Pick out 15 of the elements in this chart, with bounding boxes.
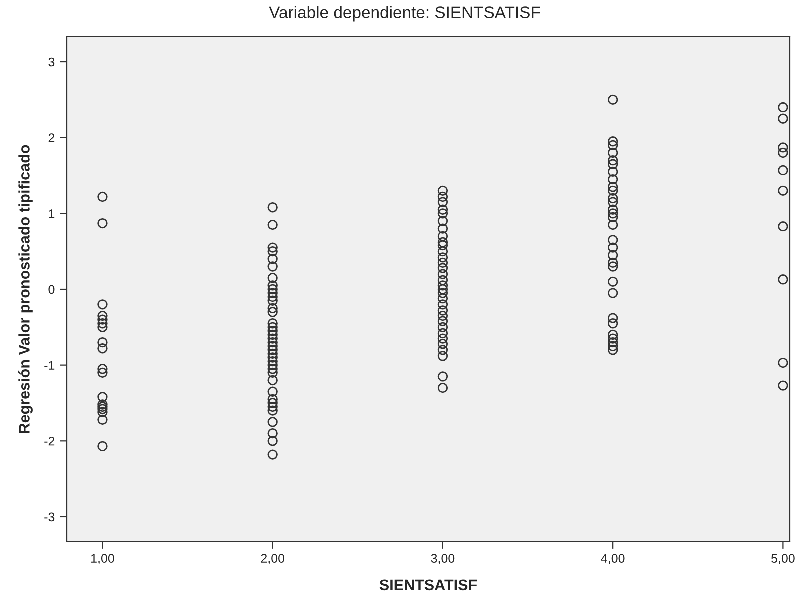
y-tick-label: 1	[49, 210, 55, 218]
x-tick-label: 1,00	[92, 554, 114, 564]
x-tick-label: 5,00	[772, 554, 795, 564]
y-tick-label: 0	[48, 285, 55, 294]
x-tick-label: 3,00	[431, 554, 455, 564]
y-tick-label: 3	[48, 58, 55, 67]
x-axis-title: SIENTSATISF	[380, 580, 478, 591]
x-tick-label: 4,00	[601, 554, 625, 564]
x-tick-label: 2,00	[261, 554, 285, 564]
y-tick-label: -2	[44, 436, 55, 446]
y-axis-title: Regresión Valor pronosticado tipificado	[18, 145, 33, 434]
chart-title: Variable dependiente: SIENTSATISF	[269, 6, 540, 22]
y-tick-label: -3	[44, 512, 55, 522]
y-tick-label: 2	[48, 134, 55, 142]
y-tick-label: -1	[44, 361, 55, 370]
